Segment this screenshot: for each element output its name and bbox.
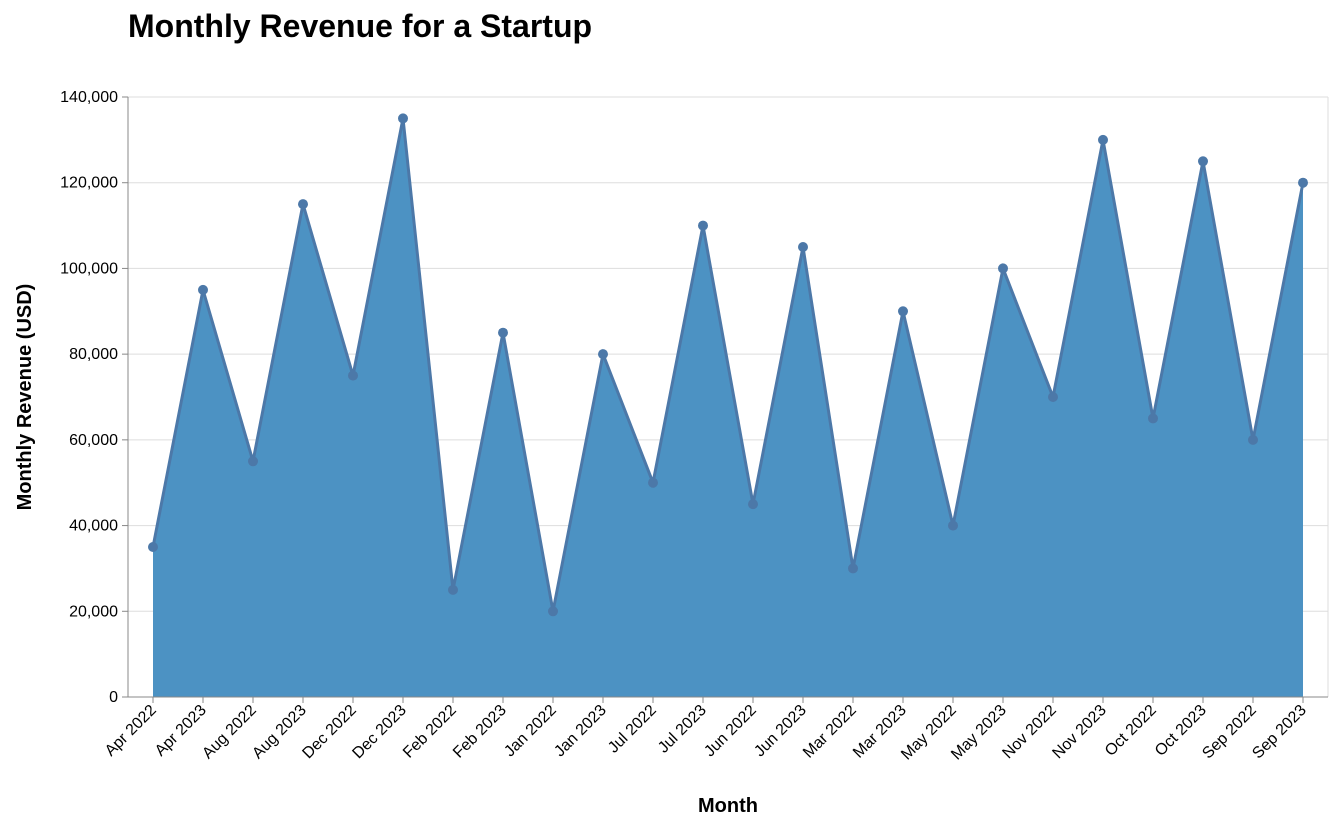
data-point[interactable] [198,284,208,295]
y-tick-label: 40,000 [69,518,118,535]
y-tick-label: 80,000 [69,346,118,363]
data-point[interactable] [1098,134,1108,145]
x-tick-label: Jan 2022 [501,702,560,761]
data-point[interactable] [448,584,458,595]
data-point[interactable] [748,499,758,510]
y-tick-label: 20,000 [69,603,118,620]
x-tick-label: Aug 2023 [249,702,310,763]
data-point[interactable] [898,306,908,317]
x-tick-label: Aug 2022 [199,702,260,763]
x-tick-label: Sep 2022 [1199,702,1260,763]
x-axis-title: Month [698,795,758,817]
x-tick-label: Sep 2023 [1249,702,1310,763]
data-point[interactable] [598,349,608,360]
data-point[interactable] [698,220,708,231]
revenue-line [151,118,1305,612]
y-tick-label: 140,000 [60,89,118,106]
revenue-area [153,118,1303,698]
data-point[interactable] [1198,156,1208,167]
points-layer [148,113,1308,617]
y-ticks: 0 20,000 40,000 60,000 80,000 100,000 120,000 1… [60,89,128,706]
data-point[interactable] [248,456,258,467]
data-point[interactable] [348,370,358,381]
data-point[interactable] [1148,413,1158,424]
data-point[interactable] [1298,177,1308,188]
x-tick-label: Jun 2022 [701,702,760,761]
x-tick-label: Jul 2022 [605,702,660,757]
data-point[interactable] [148,542,158,552]
data-point[interactable] [848,563,858,574]
axes [127,97,1328,698]
x-tick-label: Feb 2023 [450,702,510,762]
data-point[interactable] [398,113,408,124]
x-tick-label: Jan 2023 [551,702,610,761]
data-point[interactable] [498,327,508,338]
x-tick-label: Nov 2023 [1049,702,1110,763]
x-tick-label: Feb 2022 [400,702,460,762]
data-point[interactable] [798,242,808,252]
x-tick-label: Oct 2022 [1102,702,1160,760]
chart-title: Monthly Revenue for a Startup [128,8,592,44]
y-tick-label: 60,000 [69,432,118,449]
x-tick-label: Apr 2022 [102,702,160,760]
data-point[interactable] [548,606,558,617]
data-point[interactable] [1048,392,1058,402]
y-tick-label: 0 [109,689,118,706]
y-tick-label: 100,000 [60,260,118,277]
data-point[interactable] [998,263,1008,274]
data-point[interactable] [948,520,958,531]
y-axis-title: Monthly Revenue (USD) [14,284,36,511]
data-point[interactable] [1248,434,1258,445]
y-tick-label: 120,000 [60,175,118,192]
data-point[interactable] [648,477,658,488]
x-tick-label: May 2023 [948,702,1010,764]
data-point[interactable] [298,199,308,210]
x-tick-label: Dec 2022 [299,702,360,763]
area-layer [151,118,1305,698]
x-tick-label: Mar 2022 [800,702,860,762]
x-tick-label: Dec 2023 [349,702,410,763]
x-tick-label: Nov 2022 [999,702,1060,763]
